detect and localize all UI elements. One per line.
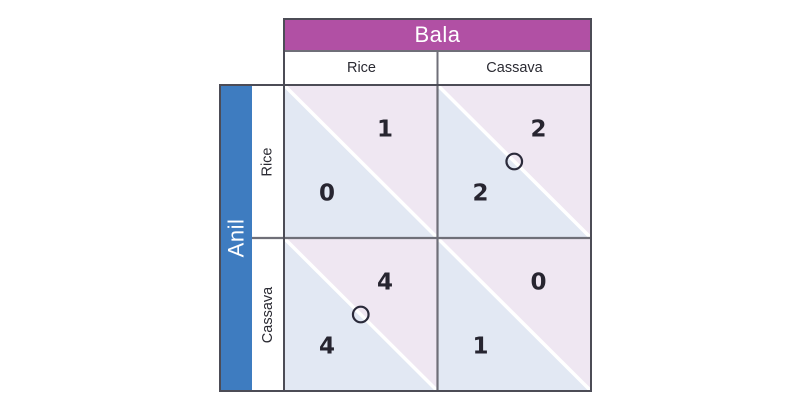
diagonal-stripe xyxy=(282,83,439,240)
payoff-bala-rice-cassava: 2 xyxy=(530,116,547,143)
circle-marker-rice-cassava xyxy=(505,152,524,171)
row-strategy-cassava: Cassava xyxy=(252,238,284,391)
diagonal-stripe xyxy=(282,236,439,393)
cell-cassava-rice xyxy=(282,236,439,393)
column-strategy-cassava: Cassava xyxy=(438,51,591,85)
cell-rice-rice xyxy=(282,83,439,240)
column-strategy-cassava-label: Cassava xyxy=(486,60,543,76)
payoff-anil-rice-cassava: 2 xyxy=(472,180,489,207)
column-player-name: Bala xyxy=(284,19,591,51)
payoff-anil-rice-rice: 0 xyxy=(318,180,336,207)
payoff-bala-cassava-rice: 4 xyxy=(376,269,394,296)
payoff-anil-cassava-rice: 4 xyxy=(318,333,336,360)
outer-borders xyxy=(219,18,592,392)
row-strategy-rice-label: Rice xyxy=(259,146,276,177)
payoff-bala-cassava-cassava: 0 xyxy=(530,269,547,296)
row-strategy-rice: Rice xyxy=(252,85,284,238)
diagonal-stripe xyxy=(436,83,593,240)
row-player-name-label: Anil xyxy=(223,218,248,258)
column-player-header-bar xyxy=(284,19,591,51)
row-player-header-bar xyxy=(220,85,252,391)
payoff-bala-rice-rice: 1 xyxy=(376,116,394,143)
row-strategy-cassava-label: Cassava xyxy=(260,286,277,343)
cell-rice-cassava xyxy=(436,83,593,240)
row-player-name: Anil xyxy=(220,85,252,391)
circle-marker-cassava-rice xyxy=(351,305,370,324)
payoff-anil-cassava-cassava: 1 xyxy=(472,333,489,360)
cell-cassava-cassava xyxy=(436,236,593,393)
column-player-name-label: Bala xyxy=(414,22,461,47)
diagonal-stripe xyxy=(436,236,593,393)
grid-lines xyxy=(252,50,591,391)
column-strategy-rice-label: Rice xyxy=(346,60,376,76)
column-strategy-rice: Rice xyxy=(285,51,438,85)
